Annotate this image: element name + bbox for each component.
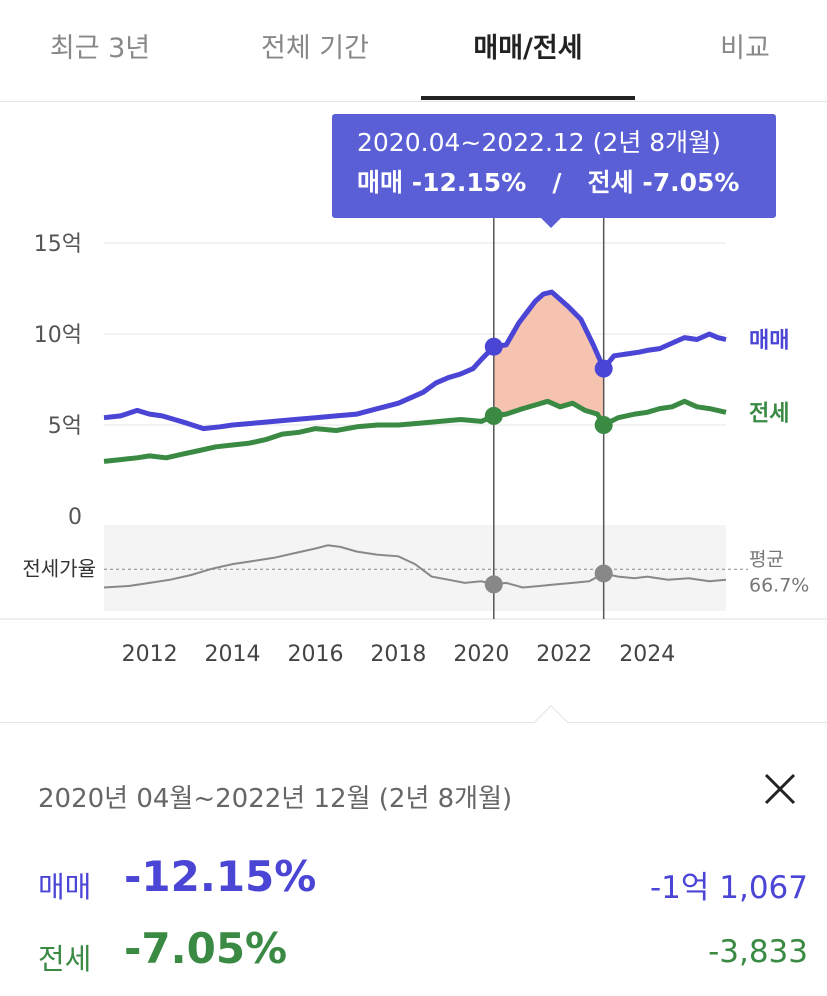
ratio-label: 전세가율 — [22, 556, 96, 580]
y-tick-label: 15억 — [34, 232, 82, 257]
sale-label: 매매 — [38, 870, 92, 904]
chart-labels: 15억 10억 5억 0 2012 2014 2016 2018 2020 2022 2024 매매전… — [22, 232, 809, 667]
tab-recent-3-years[interactable]: 최근 3년 — [49, 33, 151, 64]
tooltip-arrow — [540, 217, 562, 228]
x-tick-label: 2014 — [205, 642, 261, 667]
active-tab-indicator — [421, 96, 635, 100]
y-tick-label: 0 — [68, 505, 82, 530]
tab-full-period[interactable]: 전체 기간 — [261, 33, 369, 64]
legend-jeonse: 전세 — [749, 401, 789, 426]
jeonse-point-end[interactable] — [594, 416, 613, 434]
selection-tooltip: 2020.04~2022.12 (2년 8개월) 매매 -12.15% / 전세… — [332, 114, 776, 218]
tooltip-period: 2020.04~2022.12 (2년 8개월) — [357, 128, 721, 157]
ratio-average-label: 평균 — [749, 548, 784, 570]
section-divider — [0, 722, 827, 723]
x-tick-label: 2012 — [122, 642, 178, 667]
tooltip-jeonse-change: -7.05% — [642, 168, 740, 197]
sale-point-start[interactable] — [484, 337, 503, 356]
x-tick-label: 2022 — [536, 642, 592, 667]
close-icon[interactable] — [757, 766, 803, 812]
tab-bar: 최근 3년 전체 기간 매매/전세 비교 — [0, 0, 827, 102]
ratio-point-start[interactable] — [484, 575, 503, 594]
jeonse-series-line — [103, 398, 727, 464]
tooltip-sale-change: -12.15% — [411, 168, 527, 197]
summary-period: 2020년 04월~2022년 12월 (2년 8개월) — [38, 784, 513, 814]
close-button[interactable] — [757, 766, 803, 812]
ratio-series-line — [103, 544, 727, 589]
jeonse-percent: -7.05% — [124, 924, 288, 973]
selection-markers[interactable] — [484, 337, 613, 594]
tooltip-changes: 매매 -12.15% / 전세 -7.05% — [357, 163, 776, 203]
ratio-average-value: 66.7% — [749, 574, 809, 596]
x-tick-label: 2016 — [287, 642, 343, 667]
tooltip-jeonse-label: 전세 — [587, 168, 634, 197]
jeonse-label: 전세 — [38, 942, 92, 976]
y-tick-label: 10억 — [34, 323, 82, 348]
sale-percent: -12.15% — [124, 852, 317, 901]
tooltip-sale-label: 매매 — [357, 168, 404, 197]
jeonse-amount: -3,833 — [708, 934, 808, 970]
series-layer — [103, 289, 748, 589]
tab-sale-jeonse[interactable]: 매매/전세 — [473, 33, 583, 64]
selection-fill — [493, 292, 604, 425]
x-tick-label: 2018 — [370, 642, 426, 667]
ratio-panel-background — [104, 525, 726, 611]
x-tick-label: 2024 — [619, 642, 675, 667]
summary-row-jeonse: 전세 -7.05% -3,833 — [38, 924, 808, 984]
tab-compare[interactable]: 비교 — [720, 33, 770, 64]
ratio-point-end[interactable] — [594, 564, 613, 583]
legend-sale: 매매 — [749, 328, 789, 353]
tooltip-separator: / — [552, 168, 562, 197]
price-chart[interactable]: 15억 10억 5억 0 2012 2014 2016 2018 2020 2022 2024 매매 전… — [0, 103, 827, 723]
x-tick-label: 2020 — [453, 642, 509, 667]
summary-row-sale: 매매 -12.15% -1억 1,067 — [38, 852, 808, 912]
y-tick-label: 5억 — [48, 414, 82, 439]
jeonse-point-start[interactable] — [484, 406, 503, 425]
sale-amount: -1억 1,067 — [649, 870, 808, 906]
sale-series-line — [103, 289, 727, 432]
sale-point-end[interactable] — [594, 359, 613, 378]
